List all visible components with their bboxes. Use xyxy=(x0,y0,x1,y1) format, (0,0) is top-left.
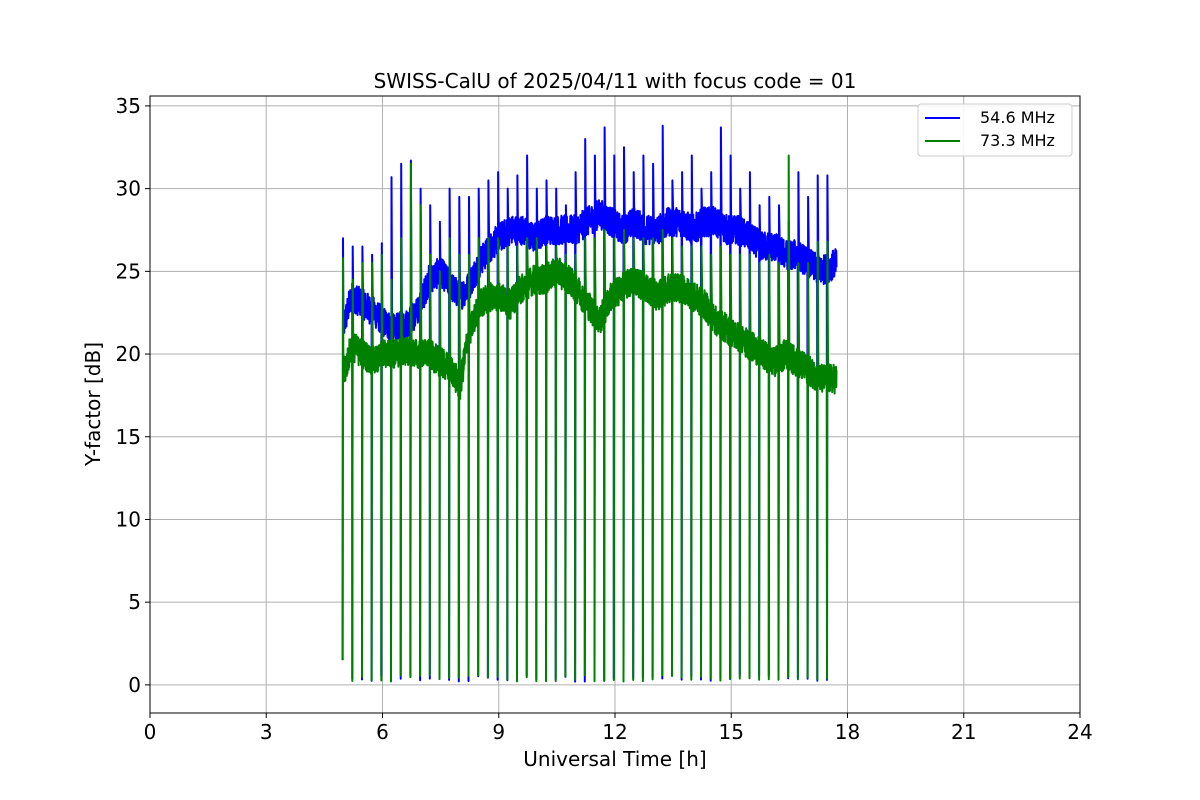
y-tick-label: 20 xyxy=(116,342,141,366)
x-tick-label: 24 xyxy=(1067,720,1092,744)
legend: 54.6 MHz 73.3 MHz xyxy=(917,103,1073,157)
y-tick-label: 0 xyxy=(128,673,141,697)
plot-area xyxy=(341,124,838,683)
y-tick-label: 5 xyxy=(128,590,141,614)
x-tick-label: 3 xyxy=(260,720,273,744)
x-tick-label: 21 xyxy=(951,720,976,744)
chart-title: SWISS-CalU of 2025/04/11 with focus code… xyxy=(374,69,857,93)
legend-label-54-6-mhz: 54.6 MHz xyxy=(980,108,1055,127)
series-line-73-3-mhz xyxy=(341,154,838,683)
ticks: 0 3 6 9 12 15 18 21 24 0 5 10 15 20 25 30 35 xyxy=(116,94,1093,744)
y-tick-label: 15 xyxy=(116,425,141,449)
series-line-54-6-mhz xyxy=(341,124,838,683)
x-tick-label: 15 xyxy=(719,720,744,744)
legend-label-73-3-mhz: 73.3 MHz xyxy=(980,131,1055,150)
x-tick-label: 12 xyxy=(602,720,627,744)
y-tick-label: 25 xyxy=(116,259,141,283)
x-tick-label: 6 xyxy=(376,720,389,744)
y-tick-label: 35 xyxy=(116,94,141,118)
x-tick-label: 0 xyxy=(144,720,157,744)
y-axis-label: Y-factor [dB] xyxy=(81,342,105,467)
x-axis-label: Universal Time [h] xyxy=(523,747,706,771)
y-tick-label: 30 xyxy=(116,177,141,201)
x-tick-label: 18 xyxy=(835,720,860,744)
y-tick-label: 10 xyxy=(116,507,141,531)
x-tick-label: 9 xyxy=(492,720,505,744)
